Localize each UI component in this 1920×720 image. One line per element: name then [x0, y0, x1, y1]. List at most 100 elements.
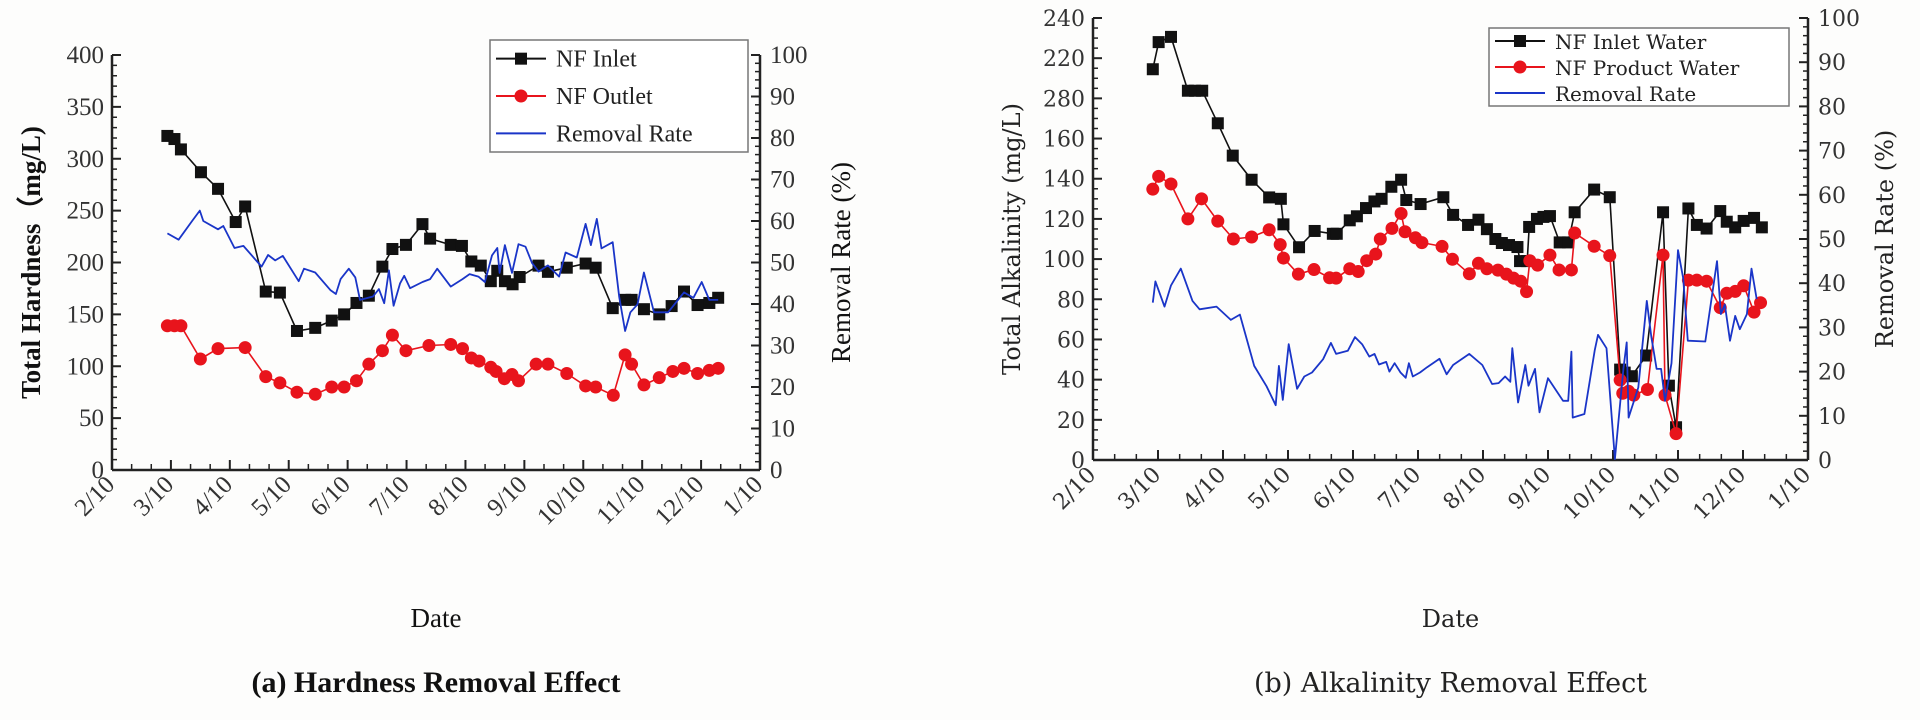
data-point-circle [625, 357, 639, 371]
x-tick-label: 4/10 [1179, 463, 1232, 516]
x-tick-label: 6/10 [1309, 463, 1362, 516]
data-point-circle [472, 354, 486, 368]
data-point-square [290, 324, 303, 337]
data-point-circle [1276, 251, 1290, 265]
x-tick-label: 1/10 [1764, 463, 1817, 516]
y2-tick-label: 90 [1818, 51, 1846, 76]
data-point-circle [1656, 248, 1670, 262]
y-tick-label: 0 [92, 457, 105, 484]
data-point-square [212, 182, 225, 195]
data-point-square [1737, 214, 1750, 227]
data-point-square [1511, 241, 1524, 254]
y-axis-label: Total Hardness（mg/L) [16, 126, 46, 399]
y2-tick-label: 50 [1818, 228, 1846, 253]
x-tick-label: 9/10 [482, 471, 533, 522]
data-point-square [484, 275, 497, 288]
y2-tick-label: 60 [770, 208, 795, 235]
data-point-circle [1568, 226, 1582, 240]
data-point-square [1245, 173, 1258, 186]
data-point-circle [1415, 236, 1429, 250]
data-point-circle [529, 357, 543, 371]
x-tick-label: 12/10 [650, 471, 709, 530]
y-tick-label: 240 [1043, 7, 1085, 32]
y2-tick-label: 60 [1818, 184, 1846, 209]
data-point-square [386, 243, 399, 256]
chart-hardness: 0 50 100 150 200 250 300 350 400 0 10 20 30 40 50 60 70 8… [16, 39, 856, 699]
x-tick-label: 3/10 [1114, 463, 1167, 516]
data-point-square [560, 261, 573, 274]
y2-tick-label: 10 [770, 416, 795, 443]
data-point-circle [1531, 258, 1545, 272]
y2-tick-label: 0 [1818, 449, 1832, 474]
data-point-square [1437, 191, 1450, 204]
legend-item: NF Outlet [496, 84, 653, 110]
y2-tick-label: 20 [1818, 361, 1846, 386]
data-point-circle [1307, 263, 1321, 277]
y2-tick-label: 80 [1818, 95, 1846, 120]
data-point-square [376, 260, 389, 273]
x-tick-label: 2/10 [1049, 463, 1102, 516]
data-point-square [1472, 213, 1485, 226]
data-point-square [1748, 211, 1761, 224]
data-point-circle [211, 342, 225, 356]
data-point-square [606, 302, 619, 315]
data-point-square [1568, 206, 1581, 219]
data-point-circle [1262, 223, 1276, 237]
data-point-square [194, 166, 207, 179]
data-point-circle [1587, 239, 1601, 253]
data-point-square [1385, 180, 1398, 193]
data-point-square [1375, 192, 1388, 205]
data-point-circle [1613, 373, 1627, 387]
data-point-circle [618, 348, 632, 362]
data-point-circle [1564, 263, 1578, 277]
legend: NF Inlet NF Outlet Removal Rate [489, 39, 749, 153]
data-point-square [1350, 210, 1363, 223]
data-point-circle [1700, 274, 1714, 288]
y2-tick-label: 30 [1818, 316, 1846, 341]
x-tick-label: 8/10 [1439, 463, 1492, 516]
chart-title: (b) Alkalinity Removal Effect [1254, 668, 1647, 699]
data-point-circle [1385, 221, 1399, 235]
legend-label: Removal Rate [1555, 82, 1696, 106]
data-point-circle [1603, 249, 1617, 263]
data-point-square [1395, 173, 1408, 186]
y2-tick-label: 40 [770, 291, 795, 318]
data-point-square [474, 259, 487, 272]
data-point-circle [399, 344, 413, 358]
data-point-circle [1164, 177, 1178, 191]
data-point-circle [1520, 285, 1534, 299]
data-point-circle [444, 337, 458, 351]
x-tick-label: 5/10 [246, 471, 297, 522]
data-point-circle [589, 380, 603, 394]
data-point-square [1274, 192, 1287, 205]
data-point-square [1308, 224, 1321, 237]
data-point-circle [259, 370, 273, 384]
y2-tick-label: 40 [1818, 272, 1846, 297]
data-point-square [259, 285, 272, 298]
data-point-square [1146, 63, 1159, 76]
data-point-square [416, 218, 429, 231]
data-point-circle [541, 357, 555, 371]
data-point-circle [1329, 271, 1343, 285]
data-point-square [637, 303, 650, 316]
data-point-circle [1394, 206, 1408, 220]
data-point-circle [1543, 248, 1557, 262]
data-point-square [1700, 222, 1713, 235]
x-tick-label: 8/10 [423, 471, 474, 522]
y2-tick-label: 20 [770, 374, 795, 401]
y-tick-label: 120 [1043, 208, 1085, 233]
y2-tick-label: 0 [770, 457, 783, 484]
data-point-circle [666, 364, 680, 378]
data-point-square [444, 238, 457, 251]
data-point-square [174, 143, 187, 156]
data-point-circle [1152, 169, 1166, 183]
data-point-circle [1211, 214, 1225, 228]
data-point-square [691, 299, 704, 312]
series-line [1151, 249, 1758, 461]
data-point-circle [1435, 239, 1449, 253]
data-point-square [465, 255, 478, 268]
y-tick-label: 150 [67, 301, 105, 328]
data-point-circle [308, 387, 322, 401]
legend-label: NF Product Water [1555, 56, 1740, 80]
